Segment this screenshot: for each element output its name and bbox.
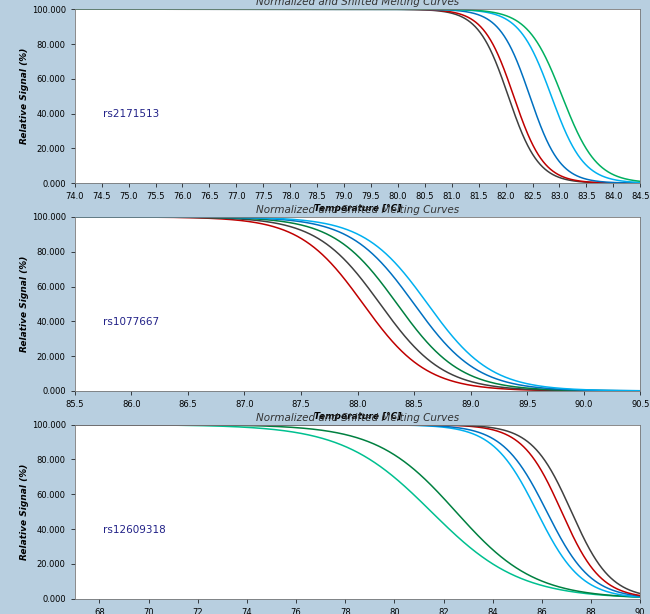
Text: rs12609318: rs12609318 xyxy=(103,524,166,535)
X-axis label: Temperature [°C]: Temperature [°C] xyxy=(314,412,401,421)
Text: rs2171513: rs2171513 xyxy=(103,109,159,119)
Title: Normalized and Shifted Melting Curves: Normalized and Shifted Melting Curves xyxy=(256,205,459,215)
Y-axis label: Relative Signal (%): Relative Signal (%) xyxy=(20,256,29,352)
Y-axis label: Relative Signal (%): Relative Signal (%) xyxy=(20,464,29,560)
Title: Normalized and Shifted Melting Curves: Normalized and Shifted Melting Curves xyxy=(256,0,459,7)
Title: Normalized and Shifted Melting Curves: Normalized and Shifted Melting Curves xyxy=(256,413,459,422)
X-axis label: Temperature [°C]: Temperature [°C] xyxy=(314,204,401,213)
Text: rs1077667: rs1077667 xyxy=(103,317,159,327)
Y-axis label: Relative Signal (%): Relative Signal (%) xyxy=(20,48,29,144)
